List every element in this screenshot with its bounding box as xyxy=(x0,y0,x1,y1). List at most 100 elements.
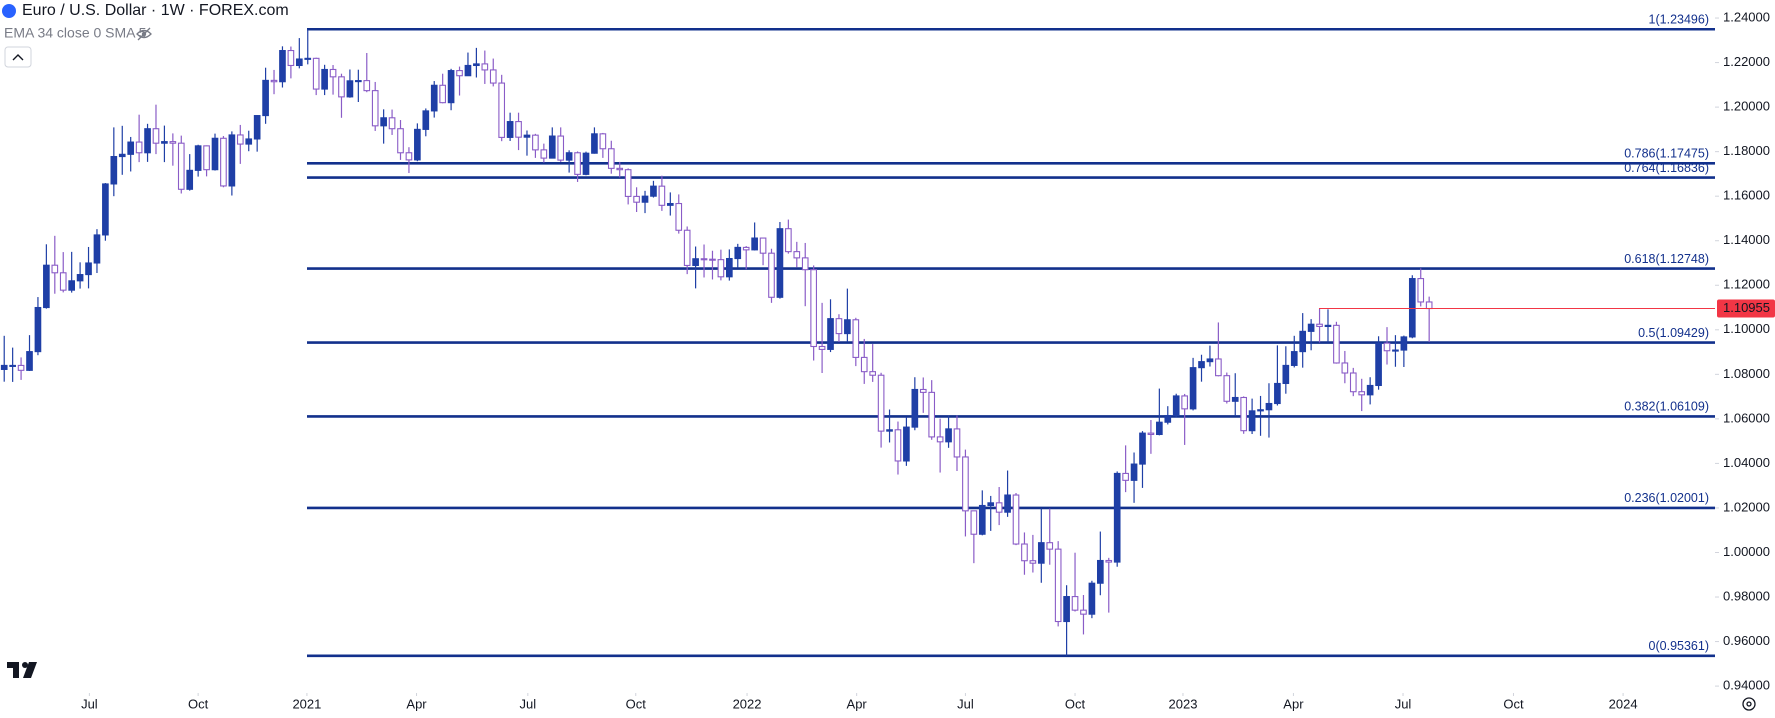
candle-body xyxy=(666,202,674,206)
candle-body xyxy=(34,306,42,353)
candle-body xyxy=(607,148,615,169)
candle-body xyxy=(279,49,286,83)
candle-body xyxy=(1139,432,1146,465)
candle-body xyxy=(987,502,995,507)
candle-body xyxy=(26,351,33,371)
candle-body xyxy=(1071,596,1079,611)
candle-body xyxy=(1029,560,1037,564)
candle-body xyxy=(371,90,379,127)
candle-body xyxy=(1307,323,1315,332)
candle-body xyxy=(886,429,893,432)
x-tick-label: Oct xyxy=(1503,696,1524,711)
fib-level-label: 1(1.23496) xyxy=(1649,13,1709,27)
candle-body xyxy=(877,374,885,432)
candle-body xyxy=(616,167,624,171)
y-tick-label: 1.10000 xyxy=(1723,321,1770,336)
candle-body xyxy=(93,234,101,264)
candle-body xyxy=(1265,402,1273,411)
candle-body xyxy=(1316,323,1323,328)
candle-body xyxy=(1375,342,1382,387)
candle-body xyxy=(810,269,817,348)
candle-body xyxy=(135,141,143,154)
x-tick-label: Jul xyxy=(1395,696,1412,711)
candle-body xyxy=(1299,330,1307,353)
candle-body xyxy=(1231,396,1239,402)
candle-body xyxy=(1383,342,1391,352)
x-tick-label: Apr xyxy=(406,696,427,711)
candle-body xyxy=(1147,432,1155,436)
candle-body xyxy=(220,137,227,187)
candle-body xyxy=(363,80,371,92)
candle-body xyxy=(17,364,25,371)
y-tick-label: 1.02000 xyxy=(1723,499,1770,514)
candle-body xyxy=(793,251,801,259)
candle-body xyxy=(1240,396,1248,432)
candle-body xyxy=(456,70,463,77)
candle-body xyxy=(540,149,548,159)
candle-body xyxy=(1156,421,1163,436)
chart-title: Euro / U.S. Dollar · 1W · FOREX.com xyxy=(22,2,289,19)
x-tick-label: Jul xyxy=(520,696,537,711)
candle-body xyxy=(177,142,185,190)
visibility-icon[interactable] xyxy=(136,27,152,41)
symbol-icon xyxy=(2,4,16,18)
candle-body xyxy=(380,117,387,127)
candle-body xyxy=(1282,364,1290,385)
candle-body xyxy=(1105,559,1113,563)
candle-body xyxy=(683,229,691,266)
x-tick-label: Jul xyxy=(957,696,974,711)
candle-body xyxy=(801,257,809,271)
x-tick-label: Jul xyxy=(81,696,98,711)
candle-body xyxy=(9,364,16,367)
collapse-button[interactable] xyxy=(4,46,32,68)
y-tick-label: 0.94000 xyxy=(1723,678,1770,693)
candle-body xyxy=(127,141,135,155)
candle-body xyxy=(1037,542,1045,564)
candle-body xyxy=(338,76,345,98)
candle-body xyxy=(548,135,556,159)
candle-body xyxy=(1080,609,1087,615)
candle-body xyxy=(329,68,337,78)
candle-body xyxy=(1004,494,1011,513)
candle-body xyxy=(1274,382,1281,405)
fib-level-label: 0.382(1.06109) xyxy=(1624,400,1709,414)
candle-body xyxy=(574,152,581,175)
candle-body xyxy=(1358,391,1366,396)
candle-body xyxy=(970,510,978,535)
candle-body xyxy=(962,456,969,512)
candle-body xyxy=(1063,596,1070,623)
candle-body xyxy=(355,80,362,83)
x-tick-label: 2022 xyxy=(733,696,762,711)
candle-body xyxy=(1122,472,1129,481)
candle-body xyxy=(1341,362,1349,374)
x-tick-label: Oct xyxy=(188,696,209,711)
candle-body xyxy=(785,228,792,253)
candle-body xyxy=(346,80,354,98)
candle-body xyxy=(1054,548,1062,623)
candle-body xyxy=(59,272,67,291)
tradingview-logo[interactable] xyxy=(7,662,37,678)
candle-body xyxy=(312,57,320,90)
candle-body xyxy=(245,138,253,145)
fib-level-label: 0(0.95361) xyxy=(1649,639,1709,653)
candle-body xyxy=(919,388,927,393)
candle-body xyxy=(498,82,506,138)
candle-body xyxy=(953,428,961,458)
candle-body xyxy=(1096,559,1104,584)
candle-body xyxy=(1113,472,1121,563)
candle-body xyxy=(768,252,775,298)
candle-body xyxy=(1333,324,1340,364)
candle-body xyxy=(43,264,50,309)
plot-area: 1(1.23496) 0.786(1.17475)0.764(1.16836) 0.… xyxy=(0,13,1715,658)
settings-icon[interactable] xyxy=(1742,697,1756,711)
candle-body xyxy=(287,49,295,67)
candle-body xyxy=(1189,367,1197,410)
candle-body xyxy=(1046,542,1054,550)
candle-body xyxy=(1257,409,1264,412)
fib-level-label: 0.236(1.02001) xyxy=(1624,491,1709,505)
candle-body xyxy=(818,345,826,350)
candle-body xyxy=(397,128,404,154)
candle-body xyxy=(169,141,177,144)
y-tick-label: 1.14000 xyxy=(1723,232,1770,247)
